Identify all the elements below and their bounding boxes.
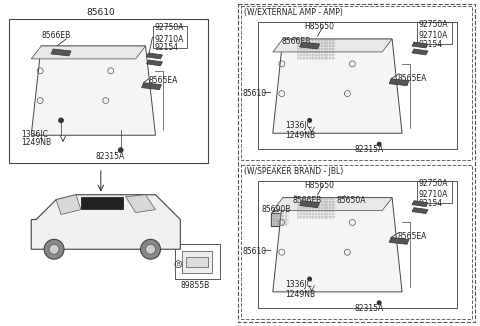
Text: 82315A: 82315A bbox=[354, 145, 384, 154]
Text: 1249NB: 1249NB bbox=[21, 138, 51, 147]
Polygon shape bbox=[146, 53, 162, 59]
Text: 92750A: 92750A bbox=[155, 23, 184, 32]
Text: 85650A: 85650A bbox=[336, 196, 366, 205]
Bar bbox=[327, 247, 349, 265]
Polygon shape bbox=[126, 195, 156, 213]
Polygon shape bbox=[146, 60, 162, 66]
Polygon shape bbox=[142, 83, 161, 90]
Polygon shape bbox=[273, 39, 402, 133]
Polygon shape bbox=[412, 201, 428, 207]
Text: H85650: H85650 bbox=[305, 22, 335, 31]
Bar bbox=[54, 96, 84, 117]
Bar bbox=[182, 251, 212, 273]
Bar bbox=[288, 222, 310, 240]
Text: 92750A: 92750A bbox=[419, 20, 448, 29]
Polygon shape bbox=[412, 42, 428, 48]
Polygon shape bbox=[300, 42, 320, 49]
Polygon shape bbox=[56, 195, 81, 215]
Text: 8565EA: 8565EA bbox=[148, 76, 178, 85]
Text: H85650: H85650 bbox=[305, 181, 335, 190]
Text: 89855B: 89855B bbox=[180, 281, 210, 290]
Bar bbox=[186, 257, 208, 267]
Bar bbox=[296, 89, 325, 111]
Polygon shape bbox=[51, 49, 71, 56]
Text: (W/EXTERNAL AMP - AMP): (W/EXTERNAL AMP - AMP) bbox=[244, 8, 343, 17]
Text: 8565EA: 8565EA bbox=[397, 74, 426, 83]
Polygon shape bbox=[389, 237, 409, 244]
Text: 92154: 92154 bbox=[155, 43, 179, 52]
Bar bbox=[175, 244, 220, 279]
Bar bbox=[417, 22, 452, 44]
Bar bbox=[81, 197, 123, 209]
Bar bbox=[86, 96, 108, 113]
Text: 85610: 85610 bbox=[86, 8, 115, 17]
Bar bbox=[9, 19, 208, 163]
Text: 92710A: 92710A bbox=[155, 35, 184, 44]
Polygon shape bbox=[273, 198, 392, 211]
Circle shape bbox=[307, 118, 312, 123]
Text: B: B bbox=[177, 262, 180, 267]
Text: 82315A: 82315A bbox=[96, 152, 125, 161]
Text: 82315A: 82315A bbox=[354, 304, 384, 313]
Circle shape bbox=[377, 300, 382, 305]
Text: 8566EB: 8566EB bbox=[293, 196, 322, 205]
Text: 8566EB: 8566EB bbox=[41, 31, 71, 40]
Polygon shape bbox=[273, 39, 392, 52]
Circle shape bbox=[44, 239, 64, 259]
Text: 85610: 85610 bbox=[243, 247, 267, 256]
Bar bbox=[288, 64, 310, 82]
Bar bbox=[327, 89, 349, 107]
Polygon shape bbox=[273, 198, 402, 292]
Bar bbox=[258, 22, 457, 149]
Text: 92154: 92154 bbox=[419, 199, 443, 208]
Circle shape bbox=[59, 118, 63, 123]
Polygon shape bbox=[412, 208, 428, 214]
Polygon shape bbox=[412, 49, 428, 55]
Circle shape bbox=[141, 239, 160, 259]
Circle shape bbox=[49, 244, 59, 254]
Bar bbox=[315, 222, 337, 240]
Bar bbox=[258, 181, 457, 308]
Bar bbox=[271, 213, 288, 227]
Bar bbox=[238, 4, 475, 322]
Text: 92154: 92154 bbox=[419, 40, 443, 49]
Polygon shape bbox=[31, 46, 145, 59]
Bar bbox=[315, 64, 337, 82]
Text: 1336JC: 1336JC bbox=[285, 121, 312, 130]
Bar bbox=[241, 165, 472, 319]
Circle shape bbox=[118, 148, 123, 153]
Bar bbox=[296, 247, 325, 269]
Circle shape bbox=[377, 142, 382, 147]
Circle shape bbox=[145, 244, 156, 254]
Bar bbox=[298, 40, 336, 60]
Text: 8566EB: 8566EB bbox=[282, 37, 311, 46]
Bar bbox=[241, 6, 472, 160]
Text: 92710A: 92710A bbox=[419, 31, 448, 40]
Bar bbox=[153, 26, 187, 48]
Bar bbox=[298, 199, 336, 218]
Text: 1336JC: 1336JC bbox=[285, 280, 312, 289]
Polygon shape bbox=[300, 201, 320, 208]
Polygon shape bbox=[31, 46, 156, 135]
Text: 1249NB: 1249NB bbox=[285, 290, 315, 299]
Text: 1249NB: 1249NB bbox=[285, 131, 315, 140]
Bar bbox=[46, 71, 68, 89]
Text: 1336JC: 1336JC bbox=[21, 130, 48, 139]
Polygon shape bbox=[389, 79, 409, 86]
Text: 92710A: 92710A bbox=[419, 190, 448, 199]
Bar bbox=[74, 71, 96, 89]
Text: 8565EA: 8565EA bbox=[397, 232, 426, 242]
Text: (W/SPEAKER BRAND - JBL): (W/SPEAKER BRAND - JBL) bbox=[244, 167, 343, 176]
Text: 92750A: 92750A bbox=[419, 179, 448, 188]
Text: 85610: 85610 bbox=[243, 89, 267, 98]
Polygon shape bbox=[31, 195, 180, 249]
Bar bbox=[417, 181, 452, 203]
Text: 85690B: 85690B bbox=[262, 205, 291, 214]
Circle shape bbox=[307, 276, 312, 281]
